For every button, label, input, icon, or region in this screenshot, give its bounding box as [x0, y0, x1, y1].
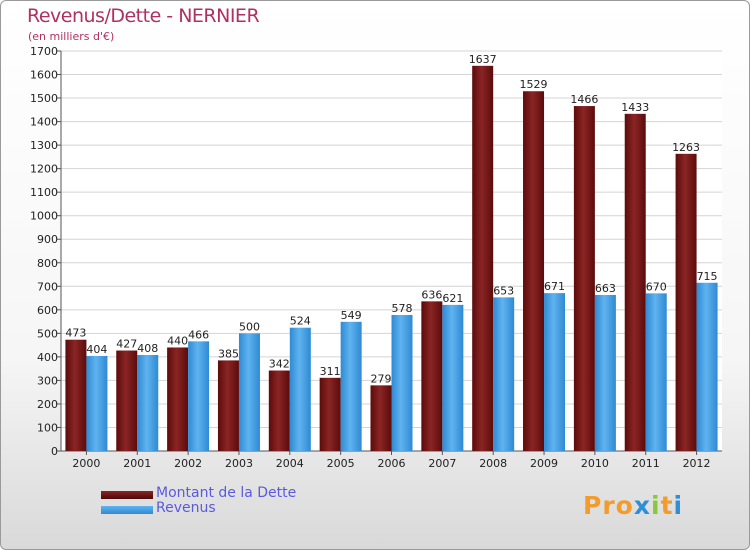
data-label-debt: 342	[269, 358, 290, 371]
data-label-debt: 636	[421, 288, 442, 301]
y-tick-label: 700	[37, 280, 58, 293]
y-tick-label: 900	[37, 233, 58, 246]
logo-letter: x	[633, 491, 651, 520]
x-tick-label: 2006	[378, 457, 406, 470]
bar-debt	[217, 360, 239, 451]
bar-revenue	[493, 297, 515, 451]
y-tick-label: 600	[37, 304, 58, 317]
data-label-debt: 1466	[570, 93, 598, 106]
logo-letter: i	[651, 491, 661, 520]
x-tick-label: 2010	[581, 457, 609, 470]
bar-revenue	[391, 315, 413, 451]
bar-revenue	[696, 282, 718, 451]
data-label-revenue: 408	[137, 342, 158, 355]
y-tick-label: 800	[37, 257, 58, 270]
bar-debt	[370, 385, 392, 451]
bar-revenue	[645, 293, 667, 451]
data-label-debt: 279	[371, 372, 392, 385]
x-tick-label: 2002	[174, 457, 202, 470]
data-label-revenue: 549	[341, 309, 362, 322]
data-label-debt: 385	[218, 347, 239, 360]
bar-debt	[675, 153, 697, 451]
data-label-revenue: 578	[392, 302, 413, 315]
bar-debt	[116, 350, 138, 451]
data-label-revenue: 663	[595, 282, 616, 295]
data-label-debt: 1529	[520, 78, 548, 91]
bar-revenue	[86, 355, 108, 451]
bar-revenue	[289, 327, 311, 451]
data-label-revenue: 653	[493, 284, 514, 297]
data-label-debt: 1637	[469, 53, 497, 66]
y-tick-label: 1000	[30, 210, 58, 223]
y-tick-label: 400	[37, 351, 58, 364]
bar-debt	[268, 370, 290, 451]
bar-debt	[573, 106, 595, 451]
x-tick-label: 2000	[72, 457, 100, 470]
x-tick-label: 2007	[428, 457, 456, 470]
data-label-revenue: 670	[646, 280, 667, 293]
chart-subtitle: (en milliers d'€)	[28, 30, 115, 43]
x-tick-label: 2004	[276, 457, 304, 470]
bar-revenue	[442, 304, 464, 451]
data-label-revenue: 500	[239, 320, 260, 333]
data-label-debt: 440	[167, 334, 188, 347]
bar-revenue	[340, 321, 362, 451]
y-tick-label: 1400	[30, 116, 58, 129]
data-label-revenue: 715	[697, 270, 718, 283]
data-label-revenue: 671	[544, 280, 565, 293]
y-tick-label: 500	[37, 327, 58, 340]
x-tick-label: 2003	[225, 457, 253, 470]
bar-debt	[319, 377, 341, 451]
legend-label-debt: Montant de la Dette	[156, 485, 297, 501]
legend-swatch-revenue	[101, 506, 153, 514]
bar-debt	[65, 339, 87, 451]
bar-revenue	[137, 355, 159, 451]
x-tick-label: 2008	[479, 457, 507, 470]
logo-letter: i	[673, 491, 684, 520]
data-label-debt: 1433	[621, 101, 649, 114]
data-label-revenue: 621	[442, 292, 463, 305]
y-tick-label: 100	[37, 421, 58, 434]
y-tick-label: 1100	[30, 186, 58, 199]
x-tick-label: 2009	[530, 457, 558, 470]
logo-letter: o	[615, 491, 634, 520]
x-tick-label: 2012	[683, 457, 711, 470]
legend-label-revenue: Revenus	[156, 500, 216, 516]
x-tick-label: 2011	[632, 457, 660, 470]
data-label-debt: 1263	[672, 141, 700, 154]
bar-debt	[624, 113, 646, 451]
data-label-revenue: 524	[290, 315, 311, 328]
y-tick-label: 1200	[30, 163, 58, 176]
x-tick-label: 2005	[327, 457, 355, 470]
bar-debt	[523, 91, 545, 451]
bar-debt	[421, 301, 443, 451]
bar-revenue	[238, 333, 260, 451]
bar-debt	[472, 65, 494, 451]
y-tick-label: 1300	[30, 139, 58, 152]
chart-title: Revenus/Dette - NERNIER	[27, 5, 260, 27]
y-tick-label: 1700	[30, 45, 58, 58]
proxiti-logo: Proxiti	[583, 491, 683, 520]
y-tick-label: 300	[37, 374, 58, 387]
legend-swatch-debt	[101, 491, 153, 499]
y-tick-label: 200	[37, 398, 58, 411]
data-label-revenue: 466	[188, 328, 209, 341]
data-label-debt: 473	[65, 327, 86, 340]
y-tick-label: 0	[51, 445, 58, 458]
logo-letter: P	[583, 491, 603, 520]
logo-letter: t	[660, 491, 674, 520]
bar-revenue	[594, 295, 616, 451]
y-tick-label: 1600	[30, 69, 58, 82]
data-label-debt: 311	[320, 365, 341, 378]
bar-revenue	[188, 341, 210, 451]
bar-revenue	[544, 293, 566, 451]
y-tick-label: 1500	[30, 92, 58, 105]
bar-debt	[167, 347, 189, 451]
data-label-debt: 427	[116, 338, 137, 351]
logo-letter: r	[602, 491, 616, 520]
data-label-revenue: 404	[86, 343, 107, 356]
x-tick-label: 2001	[123, 457, 151, 470]
